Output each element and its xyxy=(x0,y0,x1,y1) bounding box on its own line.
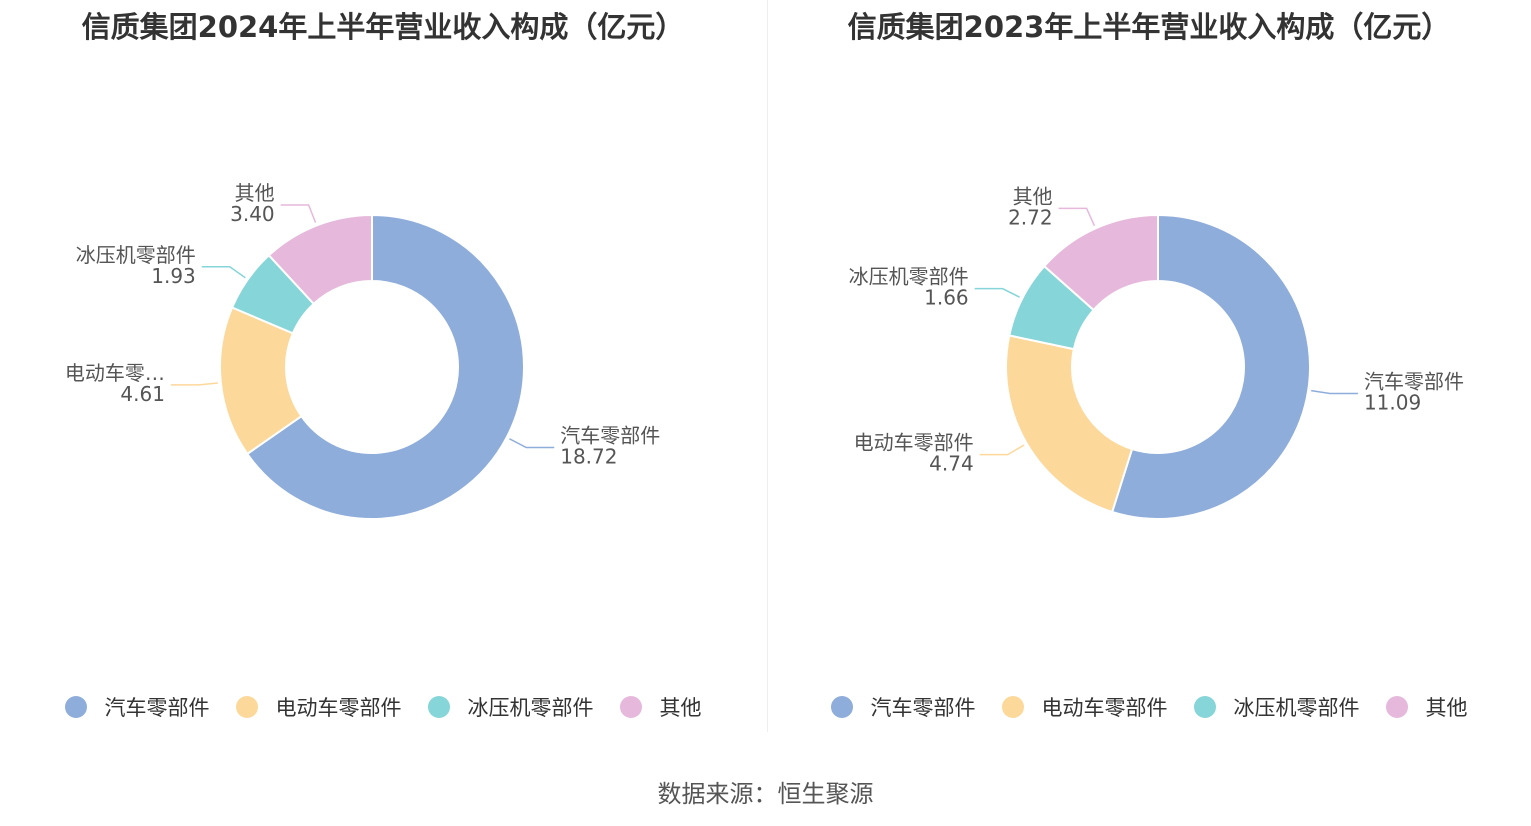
donut-slice[interactable] xyxy=(267,213,373,306)
legend-item[interactable]: 汽车零部件 xyxy=(64,692,210,722)
legend-marker xyxy=(1001,696,1024,718)
donut-slice[interactable] xyxy=(1042,213,1159,312)
label-leader-line xyxy=(170,382,218,386)
chart-title-2023: 信质集团2023年上半年营业收入构成（亿元） xyxy=(847,10,1451,44)
slice-value-label: 4.61 xyxy=(120,382,165,406)
legend-marker xyxy=(830,696,853,718)
legend-2024: 汽车零部件 电动车零部件 冰压机零部件 其他 xyxy=(0,692,766,722)
slice-value-label: 18.72 xyxy=(560,445,617,469)
legend-2023: 汽车零部件 电动车零部件 冰压机零部件 其他 xyxy=(766,692,1531,722)
legend-marker xyxy=(64,696,87,718)
slice-value-label: 1.66 xyxy=(924,286,969,310)
donut-slice[interactable] xyxy=(245,213,525,520)
label-leader-line xyxy=(974,287,1020,298)
label-leader-line xyxy=(1311,389,1358,395)
legend-item[interactable]: 汽车零部件 xyxy=(830,692,976,722)
legend-label: 冰压机零部件 xyxy=(1233,696,1360,720)
donut-slice[interactable] xyxy=(1005,334,1134,514)
label-leader-line xyxy=(201,266,246,279)
legend-marker xyxy=(1385,696,1408,718)
slice-value-label: 11.09 xyxy=(1364,391,1421,415)
legend-item[interactable]: 冰压机零部件 xyxy=(1193,692,1360,722)
panel-divider xyxy=(767,0,768,732)
slice-value-label: 2.72 xyxy=(1008,205,1053,229)
slice-category-label: 汽车零部件 xyxy=(1364,370,1464,394)
chart-title-2024: 信质集团2024年上半年营业收入构成（亿元） xyxy=(81,10,685,44)
slice-value-label: 3.40 xyxy=(230,202,275,226)
legend-marker xyxy=(427,696,450,718)
legend-label: 电动车零部件 xyxy=(1041,696,1168,720)
chart-panel-2024: 信质集团2024年上半年营业收入构成（亿元） 汽车零部件 18.72 电动车零… 4.… xyxy=(0,0,766,740)
slice-value-label: 4.74 xyxy=(929,452,974,476)
label-leader-line xyxy=(509,438,555,449)
legend-label: 其他 xyxy=(1425,696,1468,720)
legend-item[interactable]: 电动车零部件 xyxy=(235,692,402,722)
label-leader-line xyxy=(1058,207,1096,226)
slice-category-label: 冰压机零部件 xyxy=(76,243,196,267)
slice-category-label: 汽车零部件 xyxy=(560,424,660,448)
legend-item[interactable]: 电动车零部件 xyxy=(1001,692,1168,722)
slice-value-label: 1.93 xyxy=(151,264,196,288)
legend-label: 汽车零部件 xyxy=(104,696,210,720)
legend-item[interactable]: 其他 xyxy=(619,692,702,722)
slice-category-label: 其他 xyxy=(1013,184,1053,208)
legend-item[interactable]: 其他 xyxy=(1385,692,1468,722)
legend-marker xyxy=(235,696,258,718)
slice-category-label: 其他 xyxy=(235,181,275,205)
legend-item[interactable]: 冰压机零部件 xyxy=(427,692,594,722)
donut-slice[interactable] xyxy=(1110,213,1311,520)
chart-panel-2023: 信质集团2023年上半年营业收入构成（亿元） 汽车零部件 11.09 电动车零部件 4… xyxy=(766,0,1531,740)
legend-label: 电动车零部件 xyxy=(275,696,402,720)
slice-category-label: 冰压机零部件 xyxy=(849,265,969,289)
data-source-note: 数据来源：恒生聚源 xyxy=(657,780,874,808)
legend-label: 汽车零部件 xyxy=(870,696,976,720)
slice-category-label: 电动车零部件 xyxy=(854,431,974,455)
label-leader-line xyxy=(280,204,317,223)
legend-marker xyxy=(619,696,642,718)
legend-marker xyxy=(1193,696,1216,718)
label-leader-line xyxy=(979,444,1025,456)
legend-label: 其他 xyxy=(659,696,702,720)
legend-label: 冰压机零部件 xyxy=(467,696,594,720)
slice-category-label: 电动车零… xyxy=(65,361,165,385)
